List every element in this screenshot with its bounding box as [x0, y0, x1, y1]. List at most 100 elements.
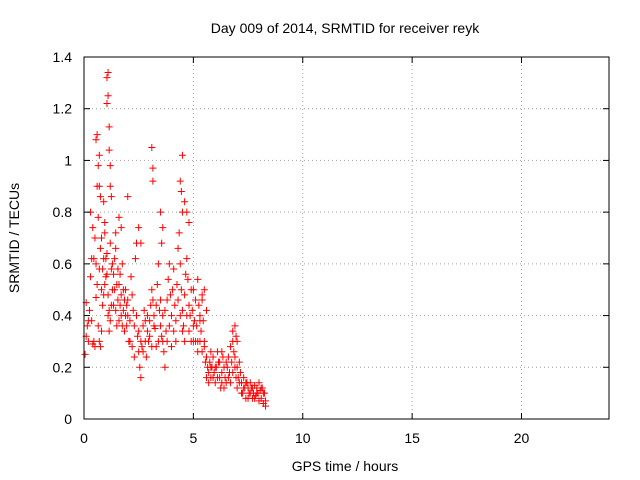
data-point — [139, 322, 147, 330]
data-point — [93, 131, 101, 139]
data-point — [236, 368, 244, 376]
data-point — [182, 270, 190, 278]
data-point — [107, 193, 115, 201]
data-point — [165, 322, 173, 330]
data-point — [189, 322, 197, 330]
data-point — [118, 260, 126, 268]
data-point — [231, 353, 239, 361]
data-point — [105, 306, 113, 314]
data-point — [206, 358, 214, 366]
y-tick-label: 1 — [64, 152, 72, 168]
x-tick-label: 15 — [404, 430, 420, 446]
data-point — [84, 317, 92, 325]
data-point — [181, 337, 189, 345]
data-point — [176, 312, 184, 320]
data-point — [95, 151, 103, 159]
data-point — [101, 281, 109, 289]
data-point — [146, 332, 154, 340]
data-point — [88, 255, 96, 263]
y-tick-label: 0 — [64, 411, 72, 427]
data-point — [104, 92, 112, 100]
data-point — [222, 358, 230, 366]
data-point — [98, 234, 105, 242]
data-point — [150, 322, 158, 330]
data-point — [198, 348, 206, 356]
data-point — [166, 291, 174, 299]
data-point — [92, 293, 100, 301]
data-point — [177, 187, 185, 195]
data-point — [163, 296, 171, 304]
data-point — [148, 286, 156, 294]
data-point — [262, 397, 270, 405]
data-point — [95, 182, 103, 190]
data-point — [134, 332, 142, 340]
data-point — [248, 384, 256, 392]
data-point — [143, 312, 151, 320]
data-point — [92, 260, 100, 268]
data-point — [107, 265, 115, 273]
data-point — [149, 177, 157, 185]
data-point — [137, 337, 145, 345]
data-point — [224, 374, 232, 382]
data-point — [195, 301, 203, 309]
data-point — [168, 312, 175, 320]
data-point — [163, 337, 171, 345]
data-point — [128, 343, 136, 351]
data-point — [160, 348, 168, 356]
data-point — [101, 229, 109, 237]
data-point — [170, 265, 178, 273]
data-point — [218, 348, 226, 356]
data-point — [159, 312, 167, 320]
data-point — [106, 317, 114, 325]
data-point — [115, 281, 123, 289]
data-point — [112, 244, 120, 252]
data-point — [185, 218, 193, 226]
data-point — [175, 229, 183, 237]
data-point — [123, 322, 131, 330]
y-tick-label: 1.2 — [53, 101, 73, 117]
data-point — [161, 306, 169, 314]
data-point — [117, 291, 125, 299]
y-tick-label: 0.8 — [53, 204, 73, 220]
data-point — [137, 374, 145, 382]
data-point — [128, 291, 136, 299]
data-point — [129, 306, 137, 314]
data-point — [138, 343, 146, 351]
data-point — [154, 337, 162, 345]
data-point — [203, 374, 210, 382]
data-point — [94, 213, 102, 221]
data-point — [233, 337, 241, 345]
data-point — [168, 343, 175, 351]
data-point — [257, 384, 265, 392]
data-point — [230, 348, 238, 356]
data-point — [105, 123, 113, 131]
data-point — [135, 327, 143, 335]
data-point — [157, 296, 165, 304]
data-point — [104, 312, 112, 320]
data-point — [181, 291, 189, 299]
data-points — [81, 69, 270, 410]
data-point — [140, 306, 148, 314]
grid-lines — [84, 57, 609, 419]
data-point — [127, 273, 135, 281]
data-point — [253, 389, 261, 397]
data-point — [203, 306, 210, 314]
data-point — [196, 317, 204, 325]
data-point — [120, 327, 128, 335]
data-point — [185, 301, 193, 309]
data-point — [216, 358, 224, 366]
data-point — [185, 327, 193, 335]
data-point — [209, 353, 217, 361]
data-point — [240, 374, 248, 382]
data-point — [211, 379, 219, 387]
data-point — [158, 239, 166, 247]
data-point — [85, 306, 93, 314]
chart-title: Day 009 of 2014, SRMTID for receiver rey… — [211, 20, 480, 36]
data-point — [149, 296, 157, 304]
data-point — [96, 244, 104, 252]
data-point — [99, 301, 107, 309]
data-point — [106, 239, 114, 247]
data-point — [148, 343, 156, 351]
